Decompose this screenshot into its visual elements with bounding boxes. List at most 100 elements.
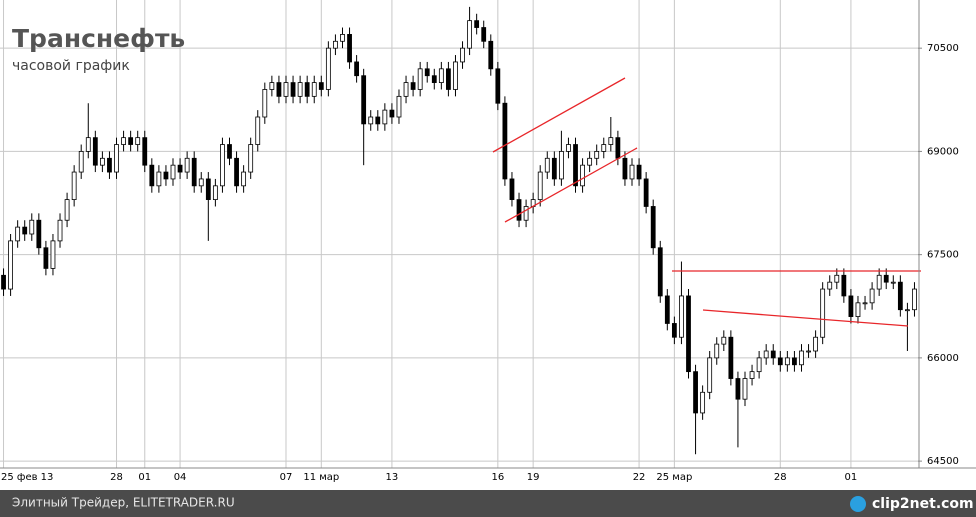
candle-body: [615, 137, 621, 159]
candle-body: [107, 157, 112, 173]
candle-body: [417, 68, 423, 90]
candle-body: [897, 281, 903, 311]
candle-body: [99, 157, 105, 166]
candle-body: [318, 82, 324, 90]
footer-bar: [0, 490, 976, 517]
candle-body: [262, 89, 268, 118]
candle-body: [756, 357, 762, 373]
candle-body: [78, 151, 84, 173]
candle-body: [460, 47, 465, 63]
candle-body: [876, 274, 882, 290]
candle-body: [184, 157, 190, 173]
candle-body: [693, 371, 698, 414]
x-tick-label: 01: [138, 472, 151, 483]
candle-body: [664, 295, 670, 324]
candle-body: [241, 171, 247, 187]
candle-body: [869, 288, 875, 304]
x-tick-label: 13: [386, 472, 399, 483]
y-tick-label: 70500: [927, 43, 959, 54]
candle-body: [671, 323, 677, 338]
candle-body: [29, 219, 35, 235]
x-tick-label: 19: [527, 472, 540, 483]
candle-body: [382, 109, 388, 125]
candle-body: [410, 82, 416, 90]
chart-subtitle: часовой график: [12, 58, 130, 74]
candle-body: [128, 137, 134, 145]
candle-body: [608, 137, 614, 145]
candle-body: [43, 247, 49, 269]
x-tick-label: 25 мар: [656, 472, 692, 483]
candle-body: [15, 226, 21, 242]
candle-body: [643, 178, 649, 207]
candles: [1, 6, 917, 455]
candle-body: [558, 151, 564, 180]
x-tick-label: 11 мар: [303, 472, 339, 483]
candle-body: [396, 95, 402, 118]
candle-body: [827, 281, 833, 290]
candle-body: [573, 144, 578, 187]
candle-body: [481, 27, 487, 42]
candle-body: [347, 34, 352, 63]
candle-body: [234, 157, 239, 187]
candle-body: [792, 357, 797, 366]
candle-body: [431, 75, 437, 83]
x-tick-label: 07: [280, 472, 293, 483]
candle-body: [71, 171, 77, 200]
watermark: clip2net.com: [872, 496, 974, 512]
candle-body: [735, 378, 741, 400]
candle-body: [523, 206, 529, 221]
candle-body: [806, 350, 811, 353]
candle-body: [220, 144, 225, 187]
candle-body: [502, 102, 508, 180]
candle-body: [841, 274, 847, 297]
candle-body: [707, 357, 713, 393]
candle-body: [657, 247, 663, 297]
candle-body: [212, 185, 218, 200]
candle-body: [763, 350, 769, 359]
candle-body: [333, 40, 338, 49]
candle-body: [205, 178, 211, 200]
candle-body: [862, 302, 868, 305]
candle-body: [686, 295, 691, 373]
candle-body: [537, 171, 543, 200]
x-tick-label: 28: [774, 472, 787, 483]
candle-body: [283, 82, 289, 97]
candle-body: [890, 281, 896, 284]
candle-body: [679, 295, 684, 338]
x-tick-label: 25 фев 13: [1, 472, 53, 483]
candle-body: [163, 171, 169, 180]
candle-body: [191, 157, 197, 187]
candle-body: [883, 274, 889, 283]
candle-body: [389, 109, 395, 118]
chart-title: Транснефть: [12, 24, 185, 53]
candle-body: [325, 47, 331, 90]
candle-body: [368, 116, 374, 125]
candle-body: [227, 144, 232, 159]
candle-body: [121, 137, 126, 145]
candle-body: [601, 144, 607, 152]
candle-body: [64, 199, 70, 221]
candle-body: [544, 157, 550, 173]
candle-body: [495, 68, 501, 104]
y-tick-label: 67500: [927, 250, 959, 261]
x-tick-label: 28: [110, 472, 123, 483]
candle-body: [820, 288, 826, 338]
candle-body: [114, 144, 119, 173]
support: [702, 309, 909, 327]
candle-body: [297, 82, 303, 97]
y-tick-label: 69000: [927, 146, 959, 157]
candle-body: [177, 164, 183, 173]
candle-body: [777, 357, 783, 366]
channel-top: [492, 77, 626, 153]
logo-icon: [850, 496, 866, 512]
y-tick-label: 66000: [927, 353, 959, 364]
candle-body: [156, 171, 162, 187]
candle-body: [8, 240, 13, 290]
candle-body: [770, 350, 776, 359]
candle-body: [855, 302, 861, 317]
candle-body: [813, 336, 819, 352]
candle-body: [650, 206, 656, 249]
candle-body: [587, 157, 593, 166]
